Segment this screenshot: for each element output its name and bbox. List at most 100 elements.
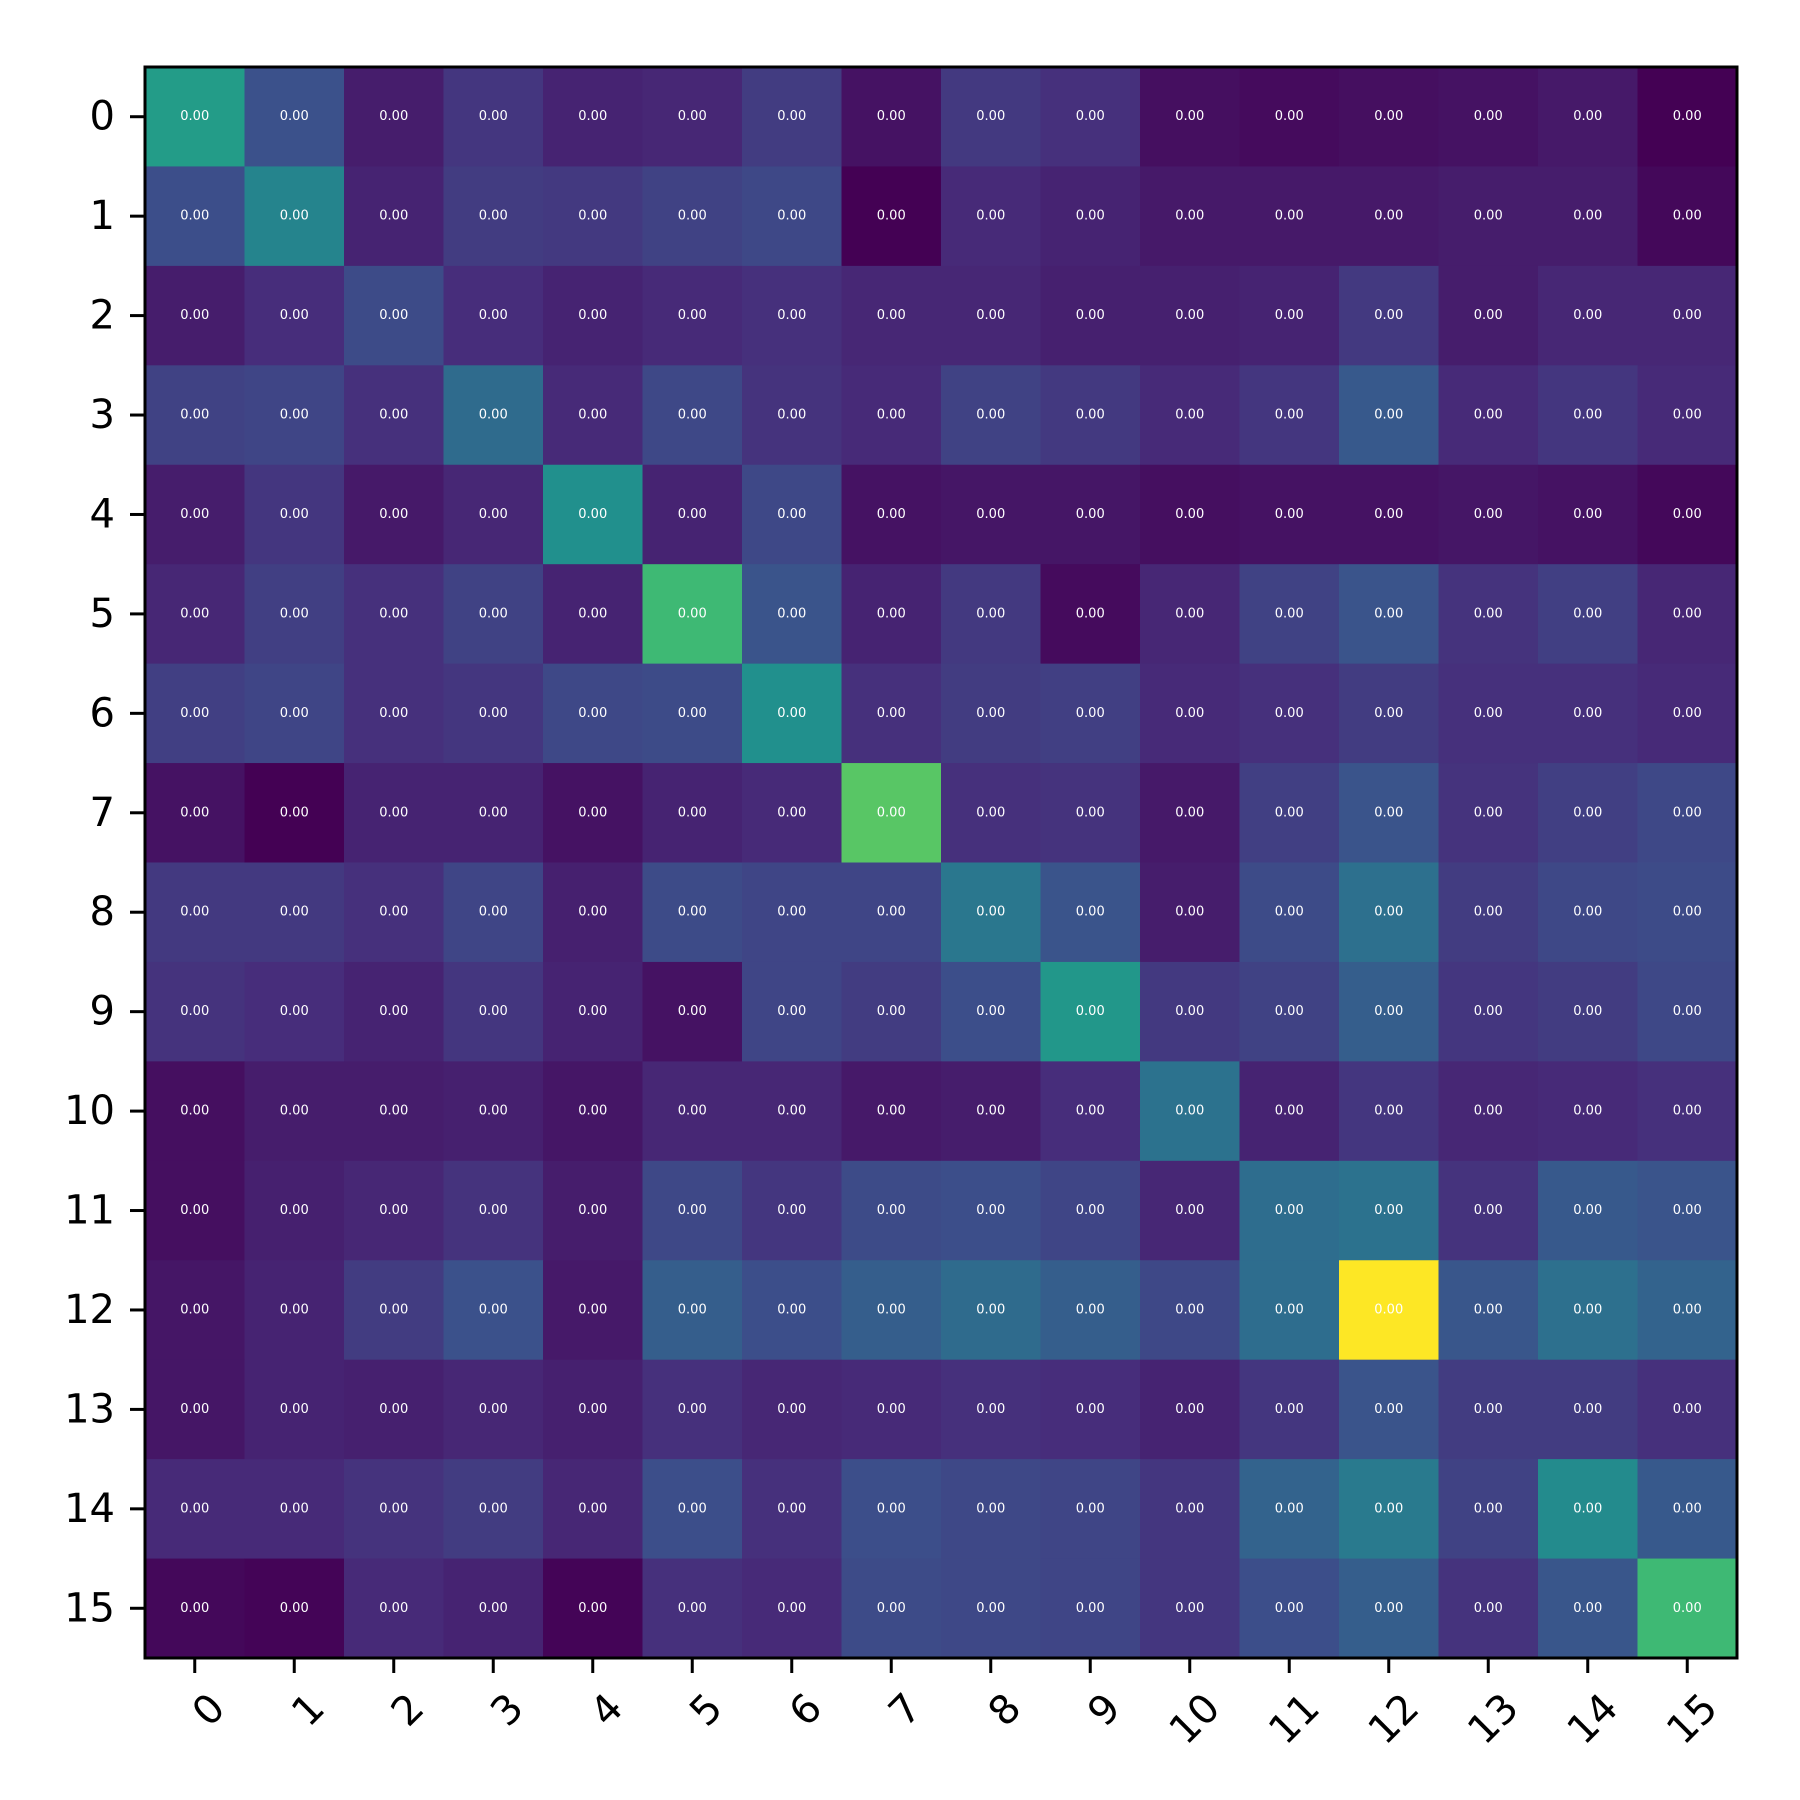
cell-value-label-3-11: 0.00 [1275, 408, 1304, 423]
heatmap-cell-13-15 [1637, 1359, 1738, 1460]
heatmap-cell-11-6 [742, 1160, 842, 1261]
cell-value-label-4-12: 0.00 [1374, 507, 1403, 522]
cell-value-label-10-0: 0.00 [180, 1104, 209, 1119]
heatmap-cell-14-6 [742, 1459, 842, 1560]
heatmap-cell-9-9 [1040, 961, 1141, 1062]
heatmap-cell-5-14 [1538, 564, 1638, 665]
cell-value-label-5-11: 0.00 [1275, 606, 1304, 621]
heatmap-cell-5-8 [941, 564, 1041, 665]
cell-value-label-4-15: 0.00 [1673, 507, 1702, 522]
heatmap-cell-14-12 [1339, 1459, 1439, 1560]
cell-value-label-9-2: 0.00 [379, 1004, 408, 1019]
heatmap-cell-5-6 [742, 564, 842, 665]
cell-value-label-1-9: 0.00 [1076, 209, 1105, 224]
cell-value-label-1-15: 0.00 [1673, 209, 1702, 224]
cell-value-label-9-0: 0.00 [180, 1004, 209, 1019]
cell-value-label-13-1: 0.00 [280, 1402, 309, 1417]
cell-value-label-13-6: 0.00 [777, 1402, 806, 1417]
cell-value-label-2-5: 0.00 [678, 308, 707, 323]
heatmap-cell-1-4 [543, 166, 643, 267]
heatmap-cell-14-15 [1637, 1459, 1738, 1560]
heatmap-cell-0-9 [1040, 67, 1141, 167]
heatmap-cell-6-8 [941, 663, 1041, 764]
cell-value-label-9-13: 0.00 [1474, 1004, 1503, 1019]
cell-value-label-10-6: 0.00 [777, 1104, 806, 1119]
heatmap-cell-11-0 [145, 1160, 245, 1261]
heatmap-cells [145, 67, 1738, 1659]
cell-value-label-3-13: 0.00 [1474, 408, 1503, 423]
heatmap-cell-11-15 [1637, 1160, 1738, 1261]
cell-value-label-4-0: 0.00 [180, 507, 209, 522]
cell-value-label-13-0: 0.00 [180, 1402, 209, 1417]
cell-value-label-5-0: 0.00 [180, 606, 209, 621]
heatmap-cell-9-12 [1339, 961, 1439, 1062]
x-tick-label: 2 [383, 1685, 434, 1736]
cell-value-label-11-14: 0.00 [1573, 1203, 1602, 1218]
heatmap-cell-10-14 [1538, 1061, 1638, 1162]
cell-value-label-12-6: 0.00 [777, 1302, 806, 1317]
cell-value-label-4-1: 0.00 [280, 507, 309, 522]
plot-frame [143, 65, 1739, 1660]
heatmap-cell-12-5 [642, 1260, 743, 1361]
heatmap-cell-5-9 [1040, 564, 1141, 665]
heatmap-cell-1-8 [941, 166, 1041, 267]
cell-value-label-3-8: 0.00 [976, 408, 1005, 423]
heatmap-cell-4-6 [742, 464, 842, 565]
heatmap-cell-1-2 [344, 166, 444, 267]
cell-value-label-7-1: 0.00 [280, 805, 309, 820]
cell-value-label-13-4: 0.00 [578, 1402, 607, 1417]
heatmap-cell-4-5 [642, 464, 743, 565]
heatmap-cell-12-13 [1438, 1260, 1539, 1361]
heatmap-cell-4-15 [1637, 464, 1738, 565]
x-tick-label: 0 [184, 1685, 235, 1736]
y-tick-label: 15 [64, 1585, 115, 1631]
cell-value-label-6-6: 0.00 [777, 706, 806, 721]
heatmap-cell-11-1 [244, 1160, 345, 1261]
heatmap-cell-14-8 [941, 1459, 1041, 1560]
cell-value-label-5-3: 0.00 [479, 606, 508, 621]
heatmap-cell-14-14 [1538, 1459, 1638, 1560]
y-tick-label: 13 [64, 1386, 115, 1432]
heatmap-cell-15-4 [543, 1558, 643, 1659]
heatmap-cell-13-5 [642, 1359, 743, 1460]
heatmap-cell-12-10 [1140, 1260, 1240, 1361]
cell-value-label-5-7: 0.00 [877, 606, 906, 621]
heatmap-cell-0-5 [642, 67, 743, 167]
cell-value-label-7-15: 0.00 [1673, 805, 1702, 820]
cell-value-label-15-13: 0.00 [1474, 1601, 1503, 1616]
cell-value-label-9-8: 0.00 [976, 1004, 1005, 1019]
heatmap-cell-13-6 [742, 1359, 842, 1460]
heatmap-cell-3-10 [1140, 365, 1240, 466]
heatmap-cell-11-12 [1339, 1160, 1439, 1261]
cell-value-label-0-1: 0.00 [280, 109, 309, 124]
y-tick-label: 14 [64, 1486, 115, 1532]
heatmap-cell-labels: 0.00 0.00 0.00 0.00 0.00 0.00 0.00 0.00 0.00 0.00… [180, 109, 1701, 1616]
cell-value-label-0-12: 0.00 [1374, 109, 1403, 124]
cell-value-label-0-5: 0.00 [678, 109, 707, 124]
cell-value-label-10-9: 0.00 [1076, 1104, 1105, 1119]
heatmap-cell-15-0 [145, 1558, 245, 1659]
heatmap-cell-0-3 [443, 67, 544, 167]
cell-value-label-8-13: 0.00 [1474, 905, 1503, 920]
heatmap-cell-10-2 [344, 1061, 444, 1162]
cell-value-label-6-14: 0.00 [1573, 706, 1602, 721]
heatmap-cell-15-12 [1339, 1558, 1439, 1659]
heatmap-cell-13-4 [543, 1359, 643, 1460]
heatmap-cell-0-10 [1140, 67, 1240, 167]
heatmap-cell-9-15 [1637, 961, 1738, 1062]
cell-value-label-8-10: 0.00 [1175, 905, 1204, 920]
heatmap-cell-0-13 [1438, 67, 1539, 167]
heatmap-cell-4-3 [443, 464, 544, 565]
heatmap-cell-2-11 [1239, 265, 1340, 366]
x-tick-label: 15 [1658, 1685, 1727, 1754]
cell-value-label-4-8: 0.00 [976, 507, 1005, 522]
cell-value-label-2-7: 0.00 [877, 308, 906, 323]
y-tick-label: 12 [64, 1287, 115, 1333]
heatmap-cell-12-2 [344, 1260, 444, 1361]
cell-value-label-15-1: 0.00 [280, 1601, 309, 1616]
heatmap-cell-3-11 [1239, 365, 1340, 466]
heatmap-cell-4-12 [1339, 464, 1439, 565]
heatmap-cell-12-7 [841, 1260, 942, 1361]
cell-value-label-14-7: 0.00 [877, 1501, 906, 1516]
heatmap-cell-7-12 [1339, 763, 1439, 863]
